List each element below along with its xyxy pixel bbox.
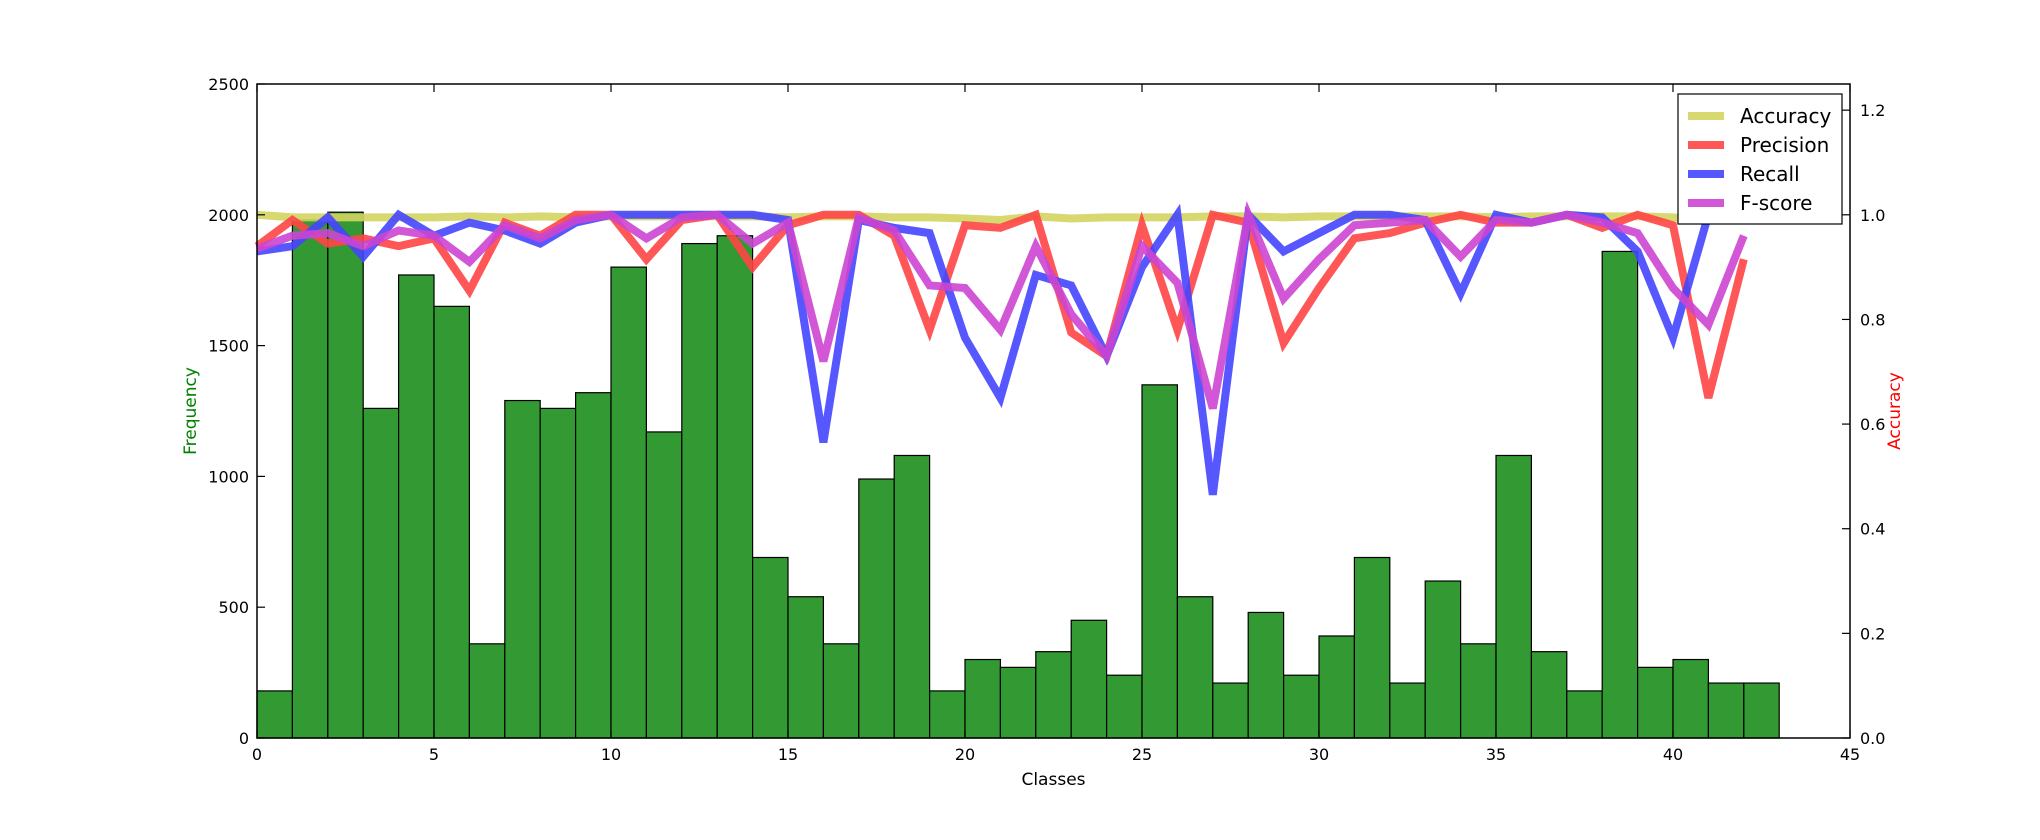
bar-class-37 [1566, 690, 1603, 739]
bar-class-24 [1105, 674, 1143, 739]
y-left-tick-label: 2500 [208, 75, 249, 94]
bar-class-1 [291, 219, 329, 739]
legend-label: Recall [1740, 162, 1800, 186]
bar-class-39 [1636, 666, 1674, 739]
bar-class-28 [1247, 611, 1285, 739]
bar-class-9 [574, 392, 612, 739]
legend: Accuracy Precision Recall F-score [1677, 93, 1843, 225]
series-line-f-score [255, 200, 1748, 410]
y-right-tick-label: 1.0 [1860, 206, 1885, 225]
x-tick-label: 10 [601, 745, 621, 764]
bars-layer [256, 211, 1780, 739]
y-left-tick-label: 0 [239, 729, 249, 748]
bar-class-40 [1672, 658, 1710, 739]
x-tick-label: 25 [1132, 745, 1152, 764]
legend-label: Accuracy [1740, 104, 1831, 128]
legend-label: Precision [1740, 133, 1829, 157]
series-line-precision [254, 209, 1748, 399]
y-right-tick-label: 0.2 [1860, 624, 1885, 643]
bar-class-11 [645, 431, 683, 739]
bar-class-27 [1212, 682, 1249, 739]
bar-class-26 [1176, 596, 1214, 739]
y-right-axis: 0.0 0.2 0.4 0.6 0.8 1.0 1.2 [1842, 101, 1885, 748]
y-right-tick-label: 0.0 [1860, 729, 1885, 748]
x-tick-label: 45 [1840, 745, 1860, 764]
y-left-axis-label: Frequency [181, 367, 201, 455]
bar-class-7 [504, 399, 541, 739]
plot-frame [256, 83, 1851, 739]
bar-class-32 [1389, 682, 1426, 739]
bar-class-31 [1353, 556, 1391, 739]
bar-class-5 [433, 305, 471, 739]
bar-class-6 [468, 643, 506, 739]
bar-class-4 [398, 274, 435, 739]
bar-class-20 [964, 658, 1002, 739]
bar-class-14 [751, 556, 789, 739]
bar-class-12 [681, 242, 718, 739]
bar-class-41 [1707, 682, 1745, 739]
bar-class-18 [893, 454, 931, 739]
bar-class-23 [1070, 619, 1108, 739]
x-tick-label: 30 [1309, 745, 1329, 764]
bar-class-42 [1743, 682, 1780, 739]
x-tick-label: 40 [1663, 745, 1683, 764]
bar-class-10 [610, 266, 648, 739]
y-left-tick-label: 2000 [208, 206, 249, 225]
y-right-tick-label: 0.8 [1860, 310, 1885, 329]
y-right-tick-label: 0.6 [1860, 415, 1885, 434]
bar-class-13 [716, 235, 754, 739]
bar-class-33 [1424, 580, 1462, 739]
x-tick-label: 20 [955, 745, 975, 764]
bar-class-34 [1459, 643, 1497, 739]
y-left-tick-label: 500 [218, 598, 249, 617]
y-left-tick-label: 1500 [208, 337, 249, 356]
y-right-tick-label: 1.2 [1860, 101, 1885, 120]
x-tick-label: 15 [778, 745, 798, 764]
bar-class-19 [928, 690, 966, 739]
bar-class-8 [539, 407, 577, 739]
legend-label: F-score [1740, 191, 1812, 215]
bar-class-0 [256, 690, 294, 739]
bar-class-3 [362, 407, 400, 739]
y-right-axis-label: Accuracy [1885, 372, 1905, 450]
bar-class-30 [1318, 635, 1356, 739]
x-axis: 0 5 10 15 20 25 30 35 40 45 [252, 84, 1860, 764]
y-left-axis: 0 500 1000 1500 2000 2500 [208, 75, 265, 748]
x-axis-label: Classes [1021, 770, 1085, 790]
y-left-tick-label: 1000 [208, 467, 249, 486]
bar-class-21 [999, 666, 1037, 739]
bar-class-35 [1495, 454, 1533, 739]
bar-class-17 [858, 478, 895, 739]
series-line-recall [256, 203, 1744, 496]
bar-class-25 [1141, 384, 1179, 739]
bar-class-38 [1601, 250, 1639, 739]
bar-class-16 [822, 643, 860, 739]
bar-class-22 [1035, 651, 1072, 739]
x-tick-label: 0 [252, 745, 262, 764]
lines-layer [254, 200, 1748, 496]
bar-class-36 [1530, 651, 1568, 739]
y-right-tick-label: 0.4 [1860, 520, 1885, 539]
bar-class-29 [1282, 674, 1320, 739]
bar-class-15 [787, 596, 825, 739]
x-tick-label: 35 [1486, 745, 1506, 764]
x-tick-label: 5 [429, 745, 439, 764]
bar-class-2 [327, 211, 364, 739]
